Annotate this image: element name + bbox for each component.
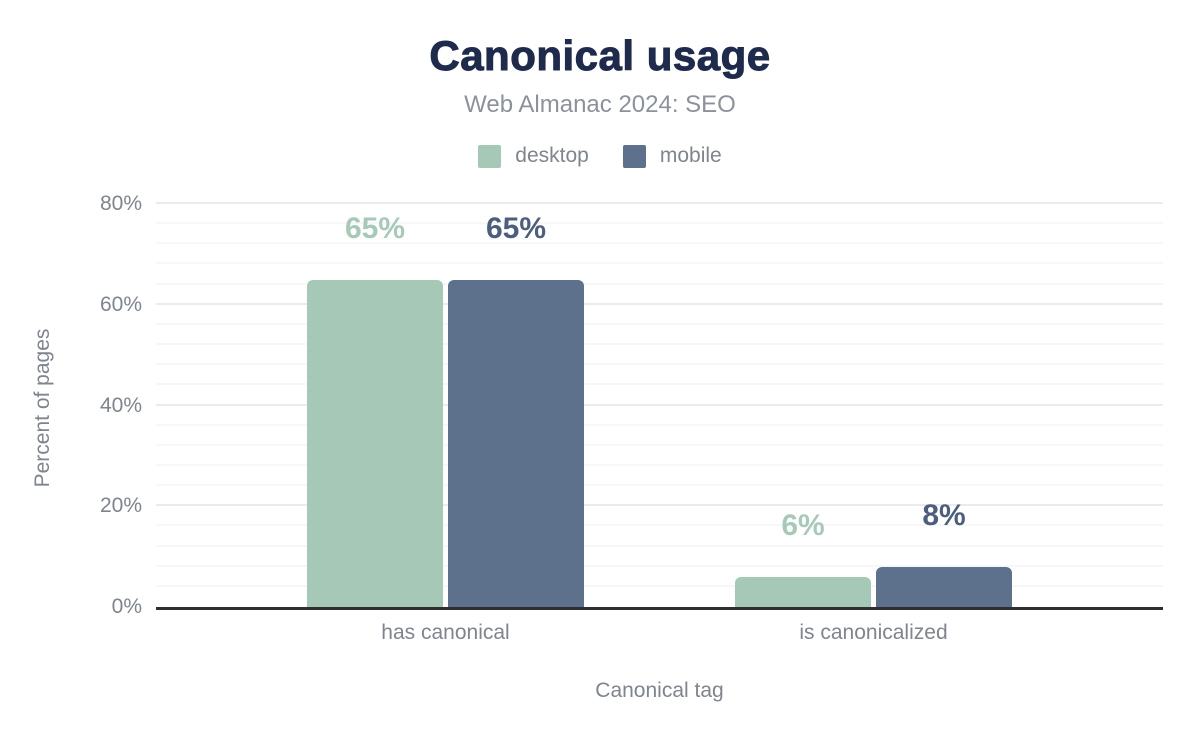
value-label-desktop-has-canonical: 65% bbox=[344, 211, 406, 245]
desktop-legend-swatch bbox=[478, 144, 502, 168]
y-tick-label: 80% bbox=[99, 192, 142, 215]
bar-desktop-has-canonical bbox=[307, 279, 443, 607]
legend-item-desktop: desktop bbox=[478, 144, 589, 168]
y-tick-label: 20% bbox=[99, 494, 142, 518]
mobile-legend-label: mobile bbox=[659, 144, 722, 167]
minor-gridline bbox=[156, 363, 1163, 366]
chart-title: Canonical usage bbox=[429, 32, 771, 79]
major-gridline bbox=[156, 403, 1163, 406]
bar-mobile-has-canonical bbox=[448, 279, 584, 607]
major-gridline bbox=[156, 504, 1163, 507]
y-tick-label: 0% bbox=[111, 595, 142, 618]
minor-gridline bbox=[156, 524, 1163, 527]
desktop-legend-label: desktop bbox=[515, 144, 589, 167]
minor-gridline bbox=[156, 242, 1163, 245]
minor-gridline bbox=[156, 544, 1163, 547]
y-tick-label: 40% bbox=[99, 393, 142, 417]
category-label: is canonicalized bbox=[799, 621, 948, 644]
value-label-mobile-is-canonicalized: 8% bbox=[922, 498, 966, 532]
minor-gridline bbox=[156, 484, 1163, 487]
value-label-desktop-is-canonicalized: 6% bbox=[781, 508, 825, 542]
major-gridline bbox=[156, 202, 1163, 204]
legend: desktop mobile bbox=[0, 144, 1200, 168]
mobile-legend-swatch bbox=[622, 144, 646, 168]
y-tick-label: 60% bbox=[99, 292, 142, 316]
category-label: has canonical bbox=[381, 621, 510, 644]
chart-subtitle: Web Almanac 2024: SEO bbox=[464, 91, 736, 118]
minor-gridline bbox=[156, 443, 1163, 446]
minor-gridline bbox=[156, 383, 1163, 386]
bar-desktop-is-canonicalized bbox=[735, 576, 871, 607]
minor-gridline bbox=[156, 423, 1163, 426]
minor-gridline bbox=[156, 222, 1163, 225]
minor-gridline bbox=[156, 262, 1163, 265]
x-axis-title: Canonical tag bbox=[595, 679, 724, 702]
x-axis-line bbox=[156, 607, 1163, 610]
minor-gridline bbox=[156, 564, 1163, 567]
minor-gridline bbox=[156, 584, 1163, 587]
legend-item-mobile: mobile bbox=[622, 144, 722, 168]
value-label-mobile-has-canonical: 65% bbox=[485, 211, 547, 245]
plot-area: 0% 20% 40% 60% 80% 65% 65% has canonical 6% 8% is … bbox=[100, 192, 1163, 644]
y-axis-title: Percent of pages bbox=[31, 328, 54, 488]
bar-mobile-is-canonicalized bbox=[876, 566, 1012, 607]
minor-gridline bbox=[156, 282, 1163, 285]
minor-gridline bbox=[156, 322, 1163, 325]
minor-gridline bbox=[156, 463, 1163, 466]
minor-gridline bbox=[156, 343, 1163, 346]
major-gridline bbox=[156, 302, 1163, 305]
